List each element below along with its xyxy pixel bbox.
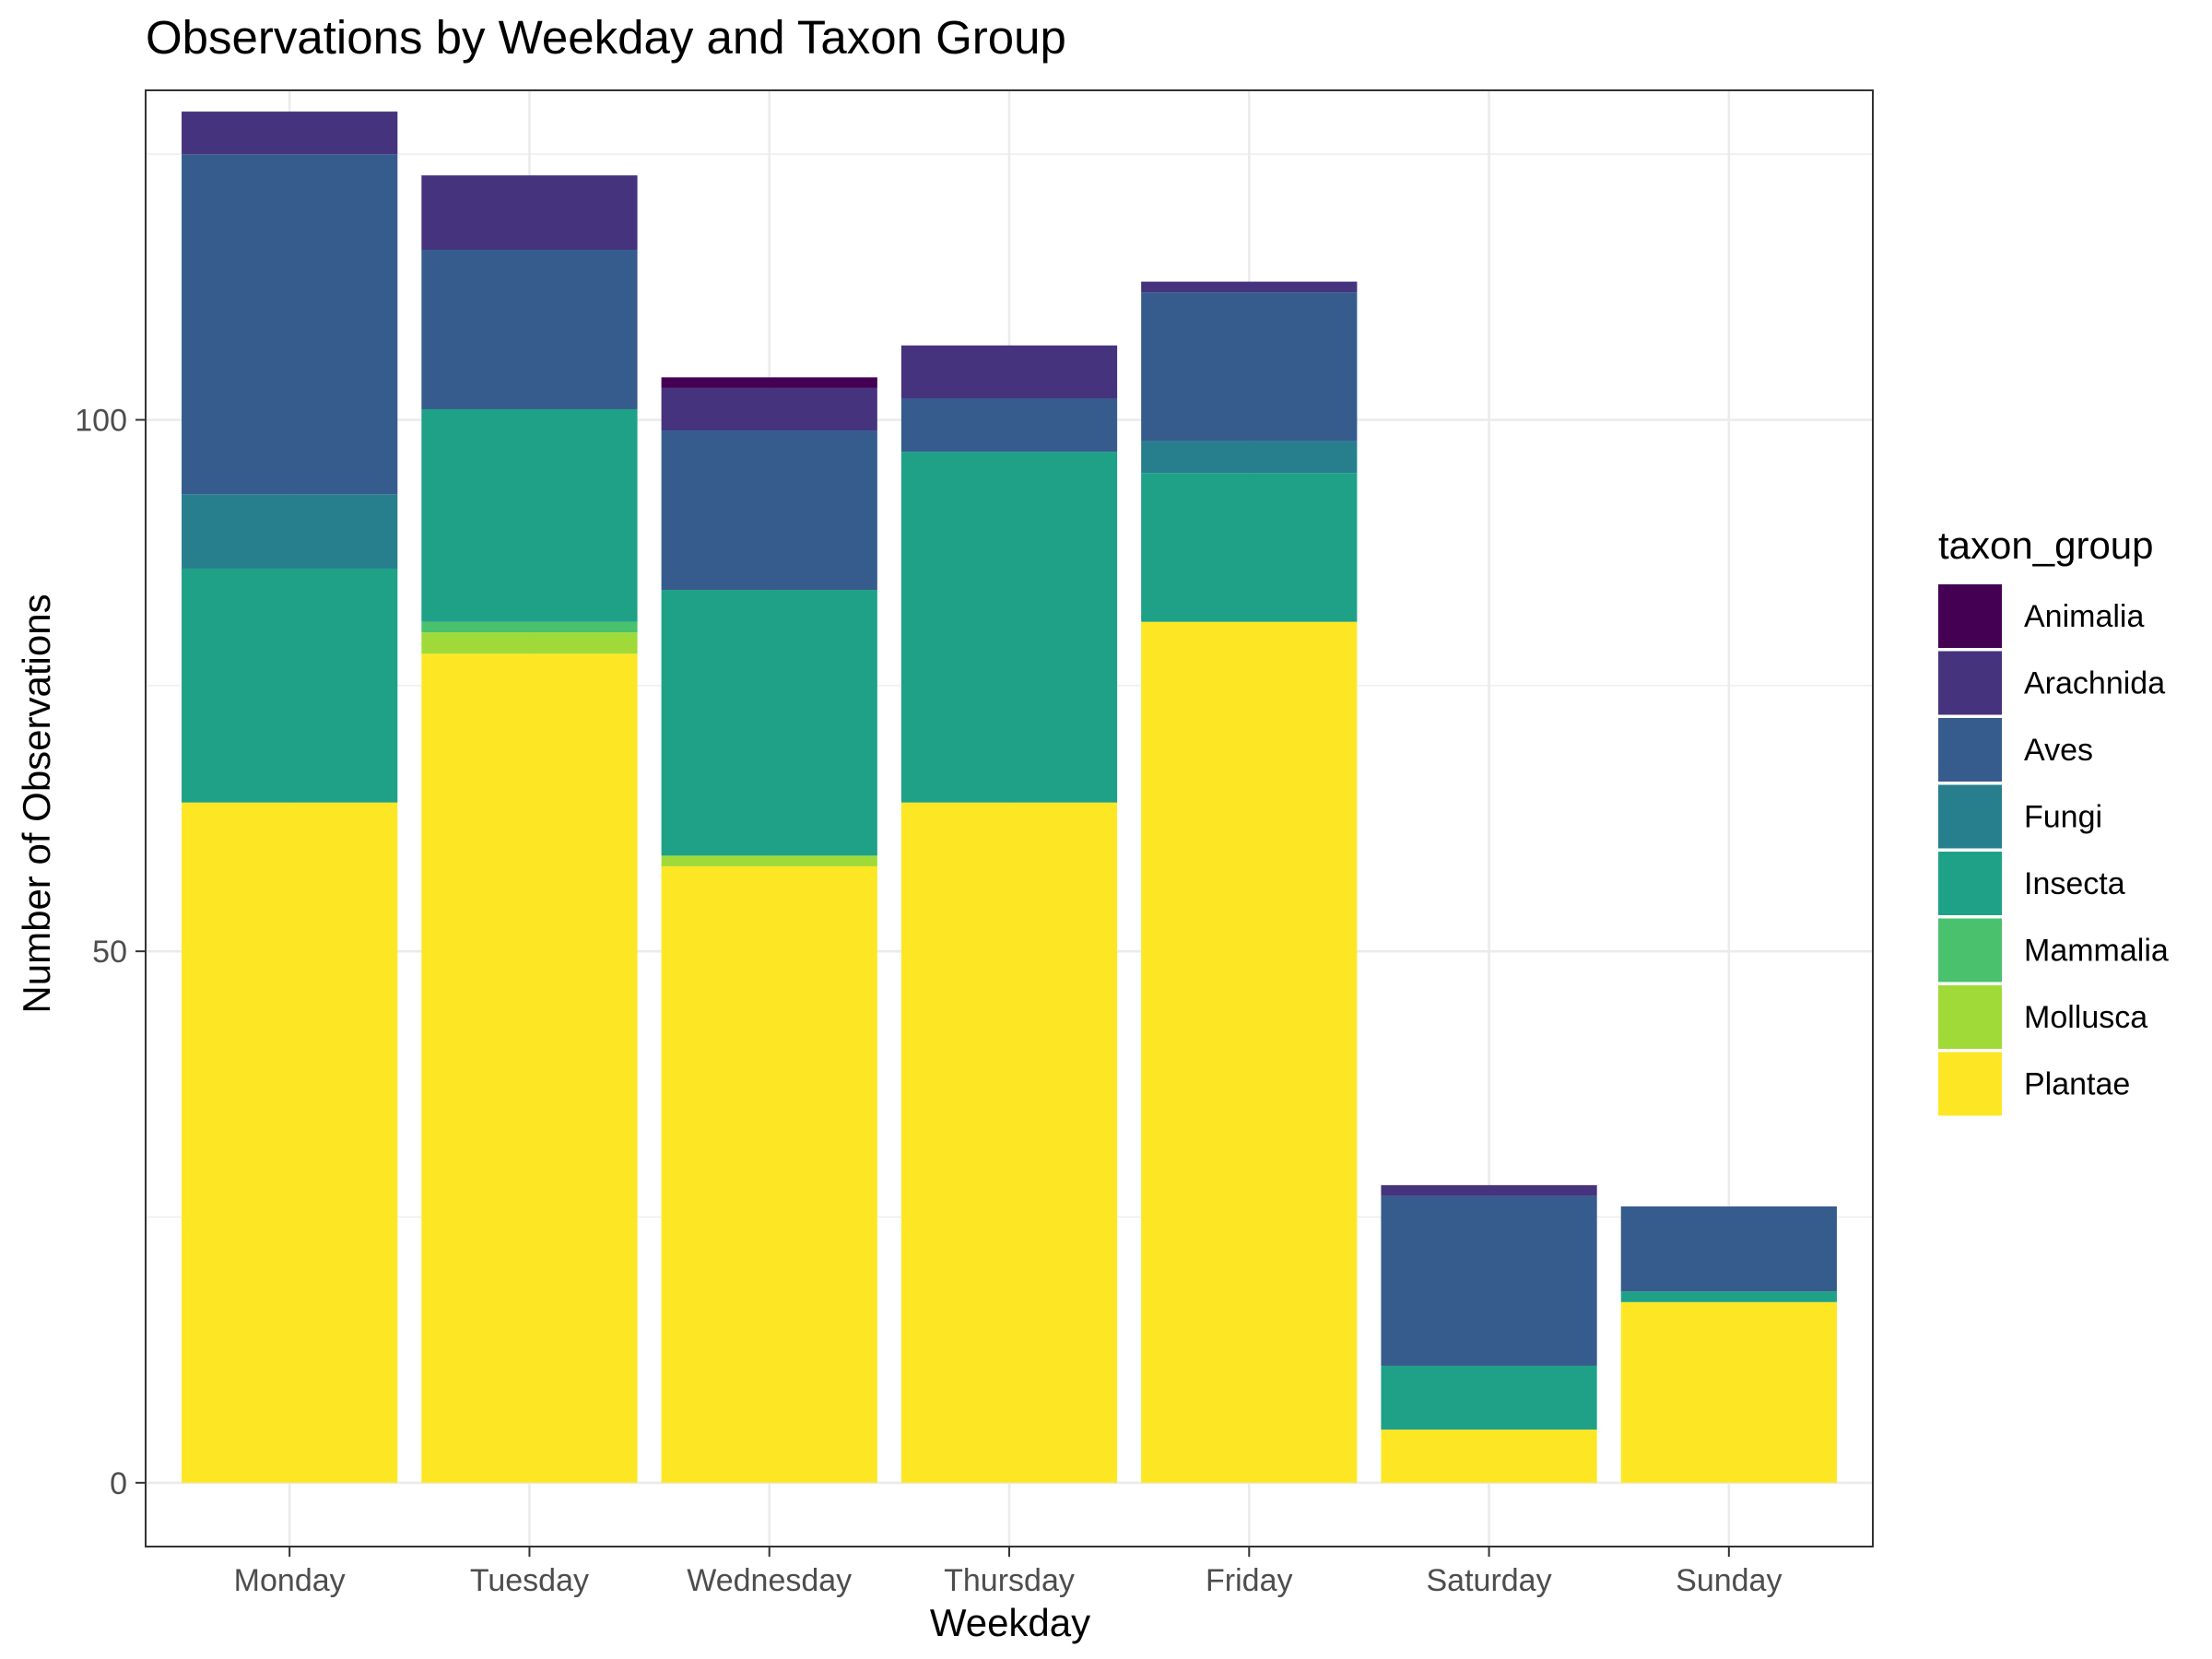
bar-segment-wednesday-aves [661, 430, 877, 591]
bars [182, 112, 1837, 1483]
bar-segment-sunday-plantae [1620, 1301, 1837, 1483]
bar-segment-friday-arachnida [1141, 281, 1358, 293]
bar-segment-wednesday-animalia [661, 377, 877, 388]
bar-segment-saturday-plantae [1381, 1430, 1597, 1483]
bar-segment-wednesday-mollusca [661, 855, 877, 866]
legend-label-aves: Aves [2024, 733, 2093, 768]
bar-segment-saturday-insecta [1381, 1365, 1597, 1430]
bar-segment-tuesday-mollusca [421, 632, 638, 654]
legend-key-insecta [1938, 852, 2002, 915]
bar-segment-saturday-aves [1381, 1195, 1597, 1366]
legend-label-mammalia: Mammalia [2024, 934, 2169, 969]
bar-segment-monday-plantae [182, 802, 398, 1483]
bar-segment-monday-insecta [182, 568, 398, 803]
x-tick-label: Sunday [1676, 1563, 1782, 1598]
legend-label-arachnida: Arachnida [2024, 666, 2165, 701]
legend-label-mollusca: Mollusca [2024, 1000, 2147, 1035]
legend-label-fungi: Fungi [2024, 800, 2102, 835]
bar-segment-saturday-arachnida [1381, 1184, 1597, 1196]
x-tick-label: Friday [1206, 1563, 1292, 1598]
bar-segment-wednesday-insecta [661, 590, 877, 856]
legend-label-insecta: Insecta [2024, 866, 2125, 901]
bar-segment-sunday-aves [1620, 1206, 1837, 1292]
bar-segment-tuesday-mammalia [421, 621, 638, 633]
bar-segment-thursday-arachnida [900, 345, 1118, 399]
bar-segment-tuesday-insecta [421, 408, 638, 622]
legend-key-mammalia [1938, 918, 2002, 982]
chart-title: Observations by Weekday and Taxon Group [146, 11, 1066, 64]
bar-segment-friday-fungi [1141, 441, 1358, 474]
x-tick-label: Tuesday [470, 1563, 589, 1598]
y-tick-label: 0 [110, 1466, 127, 1501]
legend-key-fungi [1938, 784, 2002, 849]
x-tick-label: Saturday [1427, 1563, 1552, 1598]
bar-segment-tuesday-aves [421, 249, 638, 409]
x-tick-label: Monday [234, 1563, 346, 1598]
bar-segment-monday-fungi [182, 494, 398, 569]
y-tick-label: 50 [92, 935, 127, 970]
bar-segment-thursday-plantae [900, 802, 1118, 1483]
x-tick-label: Wednesday [687, 1563, 852, 1598]
y-tick-label: 100 [75, 404, 127, 439]
legend-key-arachnida [1938, 651, 2002, 715]
legend-key-plantae [1938, 1052, 2002, 1116]
bar-segment-thursday-aves [900, 398, 1118, 453]
legend: taxon_group Animalia Arachnida Aves Fungi In… [1938, 524, 2169, 1116]
bar-segment-thursday-insecta [900, 452, 1118, 803]
x-tick-label: Thursday [944, 1563, 1075, 1598]
bar-segment-friday-aves [1141, 292, 1358, 441]
axes: 0 50 100 Monday Tuesday Wednesday Thursday Frid… [75, 404, 1782, 1598]
legend-title: taxon_group [1938, 524, 2154, 567]
y-axis-title: Number of Observations [15, 594, 58, 1013]
bar-segment-friday-insecta [1141, 473, 1358, 622]
bar-segment-sunday-insecta [1620, 1291, 1837, 1302]
bar-segment-monday-aves [182, 154, 398, 495]
bar-segment-monday-arachnida [182, 112, 398, 155]
legend-key-mollusca [1938, 985, 2002, 1049]
legend-key-aves [1938, 718, 2002, 782]
legend-key-animalia [1938, 584, 2002, 648]
legend-label-animalia: Animalia [2024, 599, 2144, 634]
bar-segment-wednesday-arachnida [661, 387, 877, 431]
bar-segment-tuesday-arachnida [421, 175, 638, 250]
bar-segment-friday-plantae [1141, 621, 1358, 1483]
legend-label-plantae: Plantae [2024, 1067, 2130, 1102]
bar-segment-wednesday-plantae [661, 865, 877, 1483]
bar-segment-tuesday-plantae [421, 653, 638, 1483]
x-axis-title: Weekday [930, 1601, 1090, 1644]
